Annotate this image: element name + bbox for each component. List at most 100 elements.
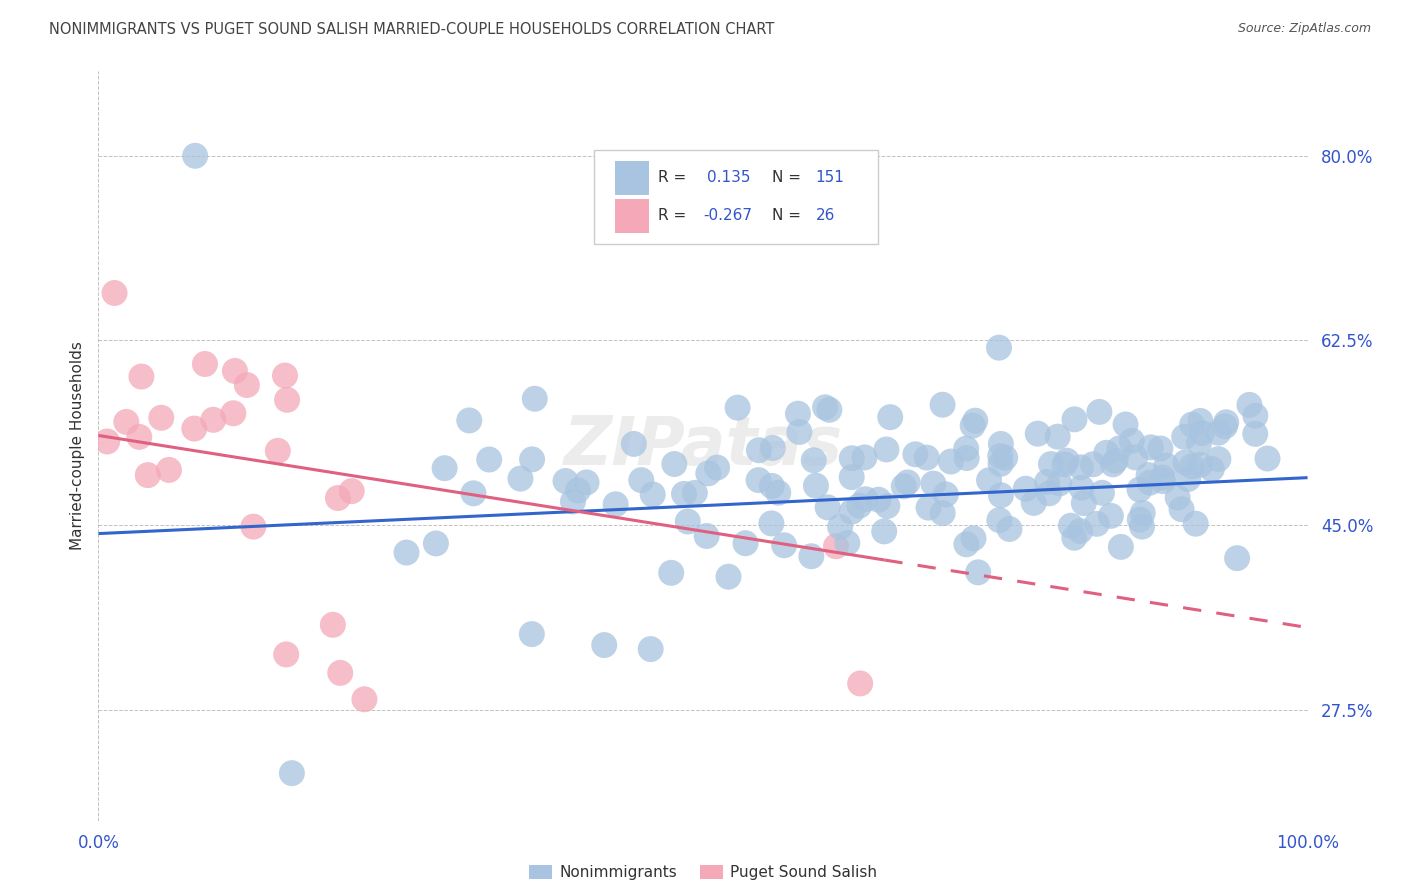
- Point: [1046, 430, 1069, 444]
- Point: [1188, 436, 1211, 450]
- Point: [1244, 426, 1267, 441]
- Point: [640, 642, 662, 657]
- Point: [1015, 482, 1038, 496]
- Point: [433, 461, 456, 475]
- Point: [1104, 454, 1126, 468]
- Point: [157, 463, 180, 477]
- Point: [1073, 496, 1095, 510]
- Point: [922, 476, 945, 491]
- Point: [96, 434, 118, 449]
- Text: ZIPatas: ZIPatas: [564, 413, 842, 479]
- Point: [876, 499, 898, 513]
- Point: [967, 566, 990, 580]
- Point: [395, 545, 418, 559]
- Point: [1208, 425, 1230, 440]
- Point: [789, 425, 811, 439]
- Point: [773, 538, 796, 552]
- Point: [183, 421, 205, 435]
- Point: [136, 468, 159, 483]
- Point: [1213, 419, 1236, 434]
- Point: [353, 692, 375, 706]
- Point: [761, 479, 783, 493]
- Point: [1215, 415, 1237, 429]
- Point: [990, 437, 1012, 451]
- Point: [575, 475, 598, 490]
- Point: [917, 500, 939, 515]
- Point: [990, 488, 1012, 502]
- Point: [664, 457, 686, 471]
- Point: [817, 500, 839, 515]
- Point: [897, 475, 920, 490]
- Point: [787, 407, 810, 421]
- FancyBboxPatch shape: [614, 199, 648, 233]
- Point: [1152, 470, 1174, 484]
- Point: [1063, 531, 1085, 545]
- Point: [1139, 475, 1161, 490]
- Point: [1256, 451, 1278, 466]
- Point: [276, 648, 298, 662]
- Point: [425, 536, 447, 550]
- Point: [855, 492, 877, 507]
- Point: [672, 487, 695, 501]
- Point: [567, 483, 589, 498]
- Point: [748, 443, 770, 458]
- Point: [868, 492, 890, 507]
- FancyBboxPatch shape: [595, 150, 879, 244]
- Point: [848, 499, 870, 513]
- Point: [1081, 458, 1104, 472]
- Point: [893, 479, 915, 493]
- Point: [340, 484, 363, 499]
- Point: [988, 513, 1011, 527]
- Point: [1189, 458, 1212, 472]
- Point: [458, 413, 481, 427]
- Point: [1174, 455, 1197, 469]
- Point: [520, 452, 543, 467]
- Point: [800, 549, 823, 564]
- Point: [841, 470, 863, 484]
- Point: [697, 467, 720, 481]
- Point: [818, 402, 841, 417]
- Point: [696, 529, 718, 543]
- Point: [1053, 458, 1076, 472]
- Point: [1102, 458, 1125, 472]
- Point: [1132, 506, 1154, 520]
- Point: [103, 285, 125, 300]
- Point: [1173, 430, 1195, 444]
- Point: [463, 486, 485, 500]
- Point: [1088, 405, 1111, 419]
- Text: NONIMMIGRANTS VS PUGET SOUND SALISH MARRIED-COUPLE HOUSEHOLDS CORRELATION CHART: NONIMMIGRANTS VS PUGET SOUND SALISH MARR…: [49, 22, 775, 37]
- Point: [814, 401, 837, 415]
- Point: [990, 457, 1012, 471]
- Point: [1189, 414, 1212, 428]
- Point: [274, 368, 297, 383]
- Point: [605, 497, 627, 511]
- Point: [562, 494, 585, 508]
- Point: [222, 406, 245, 420]
- Point: [988, 449, 1011, 463]
- Point: [267, 443, 290, 458]
- Point: [1022, 496, 1045, 510]
- Point: [762, 441, 785, 455]
- Text: -0.267: -0.267: [703, 209, 752, 223]
- Point: [1184, 516, 1206, 531]
- Point: [935, 487, 957, 501]
- Point: [329, 665, 352, 680]
- Text: R =: R =: [658, 170, 686, 186]
- Point: [853, 450, 876, 465]
- Point: [849, 676, 872, 690]
- Point: [683, 486, 706, 500]
- Point: [803, 453, 825, 467]
- Point: [630, 473, 652, 487]
- Point: [939, 454, 962, 468]
- Point: [875, 442, 897, 457]
- Point: [706, 460, 728, 475]
- Point: [1108, 442, 1130, 456]
- Point: [1038, 486, 1060, 500]
- Point: [131, 369, 153, 384]
- Point: [1069, 524, 1091, 538]
- Point: [115, 415, 138, 429]
- Point: [1026, 426, 1049, 441]
- Text: N =: N =: [772, 170, 801, 186]
- Point: [1167, 491, 1189, 505]
- Point: [837, 536, 859, 550]
